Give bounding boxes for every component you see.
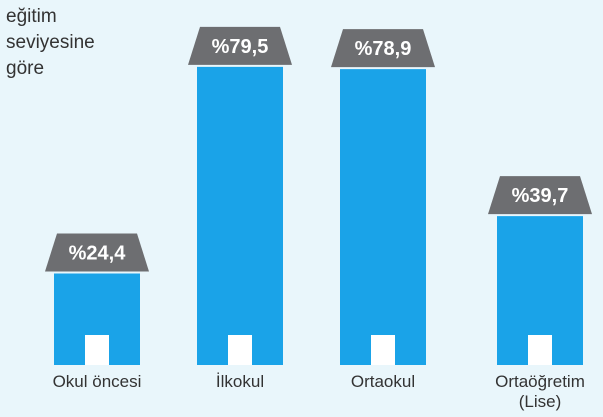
value-label: %24,4	[69, 243, 127, 265]
value-label: %39,7	[512, 185, 569, 207]
door	[528, 335, 552, 365]
category-label: Ortaokul	[350, 372, 416, 391]
chart-title: eğitim seviyesine göre	[6, 6, 95, 79]
category-label: Ortaöğretim (Lise)	[495, 372, 585, 411]
value-label: %78,9	[355, 38, 412, 60]
category-label: Okul öncesi	[52, 372, 142, 391]
roof	[488, 176, 592, 215]
bar	[340, 69, 426, 365]
category-label: İlkokul	[215, 372, 265, 391]
bar	[197, 66, 283, 365]
door	[228, 335, 252, 365]
door	[85, 335, 109, 365]
roof	[331, 29, 435, 68]
value-label: %79,5	[212, 36, 269, 58]
roof	[45, 233, 149, 272]
door	[371, 335, 395, 365]
roof	[188, 26, 292, 65]
